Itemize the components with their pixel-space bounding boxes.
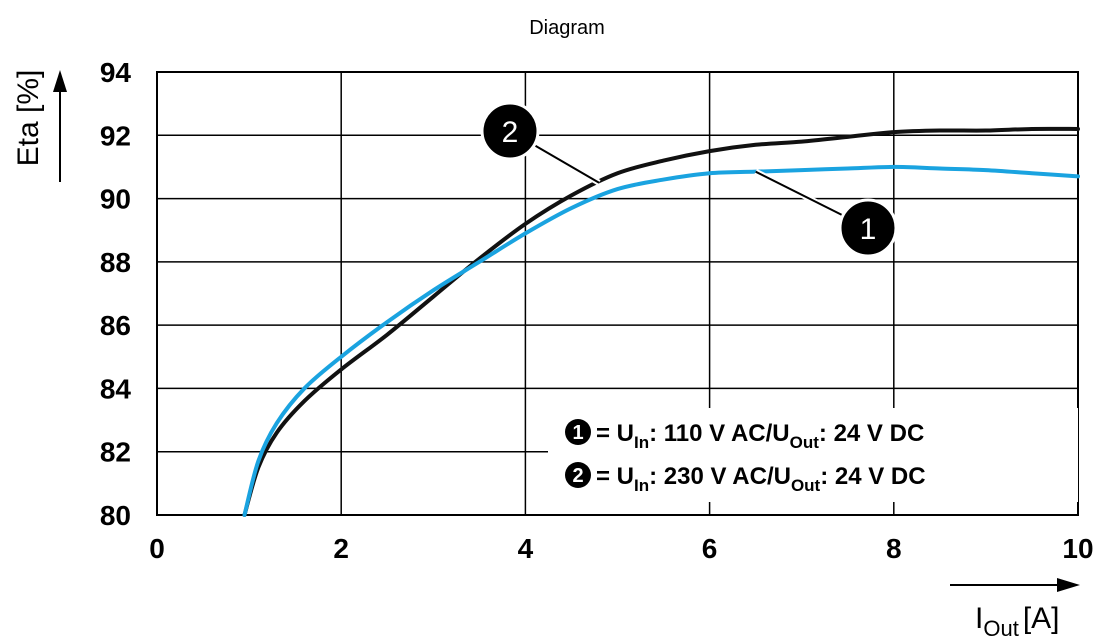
legend-entry-1: 1 = UIn: 110 V AC/UOut: 24 V DC [565,419,924,452]
x-tick-label-10: 10 [1062,533,1093,564]
y-axis-label: Eta [%] [12,70,67,182]
legend-entry-1-part-b: : 110 V AC/U [649,420,790,447]
y-tick-label-94: 94 [100,57,132,88]
x-tick-label-6: 6 [702,533,718,564]
legend-marker-1 [565,419,591,445]
legend-marker-2 [565,462,591,488]
annotation-1-label: 1 [860,213,877,246]
plot-frame [156,71,1079,516]
legend-background [548,408,1078,502]
chart-legend: 1 = UIn: 110 V AC/UOut: 24 V DC 2 = UIn:… [548,408,1078,502]
x-axis-label: IOut [A] [950,578,1080,640]
chart-title: Diagram [529,17,605,39]
x-axis-label-text: IOut [A] [975,602,1060,640]
chart-grid [156,71,1079,516]
x-tick-label-2: 2 [333,533,349,564]
legend-entry-2-text: = UIn: 230 V AC/UOut: 24 V DC [596,463,926,495]
x-tick-label-4: 4 [518,533,534,564]
y-tick-label-84: 84 [100,373,132,404]
legend-marker-1-label: 1 [572,422,583,444]
y-axis-arrow-head [53,70,67,92]
annotation-1-marker [838,198,898,258]
legend-entry-2-part-c: : 24 V DC [820,463,925,490]
legend-entry-2-sub-a: In [634,476,649,495]
y-tick-label-88: 88 [100,247,131,278]
x-axis-label-unit: [A] [1023,602,1060,635]
chart-annotations: 12 [480,101,898,258]
legend-entry-1-sub-a: In [634,433,649,452]
y-tick-label-90: 90 [100,184,131,215]
y-tick-label-82: 82 [100,437,131,468]
annotation-2-marker [480,101,540,161]
y-tick-label-92: 92 [100,120,131,151]
legend-entry-2-part-b: : 230 V AC/U [649,463,791,490]
y-tick-label-86: 86 [100,310,131,341]
x-axis-arrow-head [1057,578,1080,592]
legend-entry-2-part-a: = U [596,463,634,490]
x-tick-label-0: 0 [149,533,165,564]
chart-series [242,126,1080,517]
annotation-2-label: 2 [502,116,519,149]
chart-ticks: 80 82 84 86 88 90 92 94 0 2 4 6 8 10 [100,57,1094,564]
x-axis-label-sub: Out [983,616,1018,640]
legend-entry-1-part-c: : 24 V DC [819,420,924,447]
series-line-1 [242,164,1080,517]
x-axis-label-main: I [975,602,983,635]
y-axis-label-text: Eta [%] [12,70,45,167]
x-tick-label-8: 8 [886,533,902,564]
y-tick-label-80: 80 [100,500,131,531]
legend-entry-2: 2 = UIn: 230 V AC/UOut: 24 V DC [565,462,926,495]
series-line-2 [242,126,1080,517]
legend-entry-1-sub-b: Out [790,433,820,452]
legend-entry-2-sub-b: Out [791,476,821,495]
legend-marker-2-label: 2 [572,465,583,487]
legend-entry-1-part-a: = U [596,420,634,447]
legend-entry-1-text: = UIn: 110 V AC/UOut: 24 V DC [596,420,924,452]
